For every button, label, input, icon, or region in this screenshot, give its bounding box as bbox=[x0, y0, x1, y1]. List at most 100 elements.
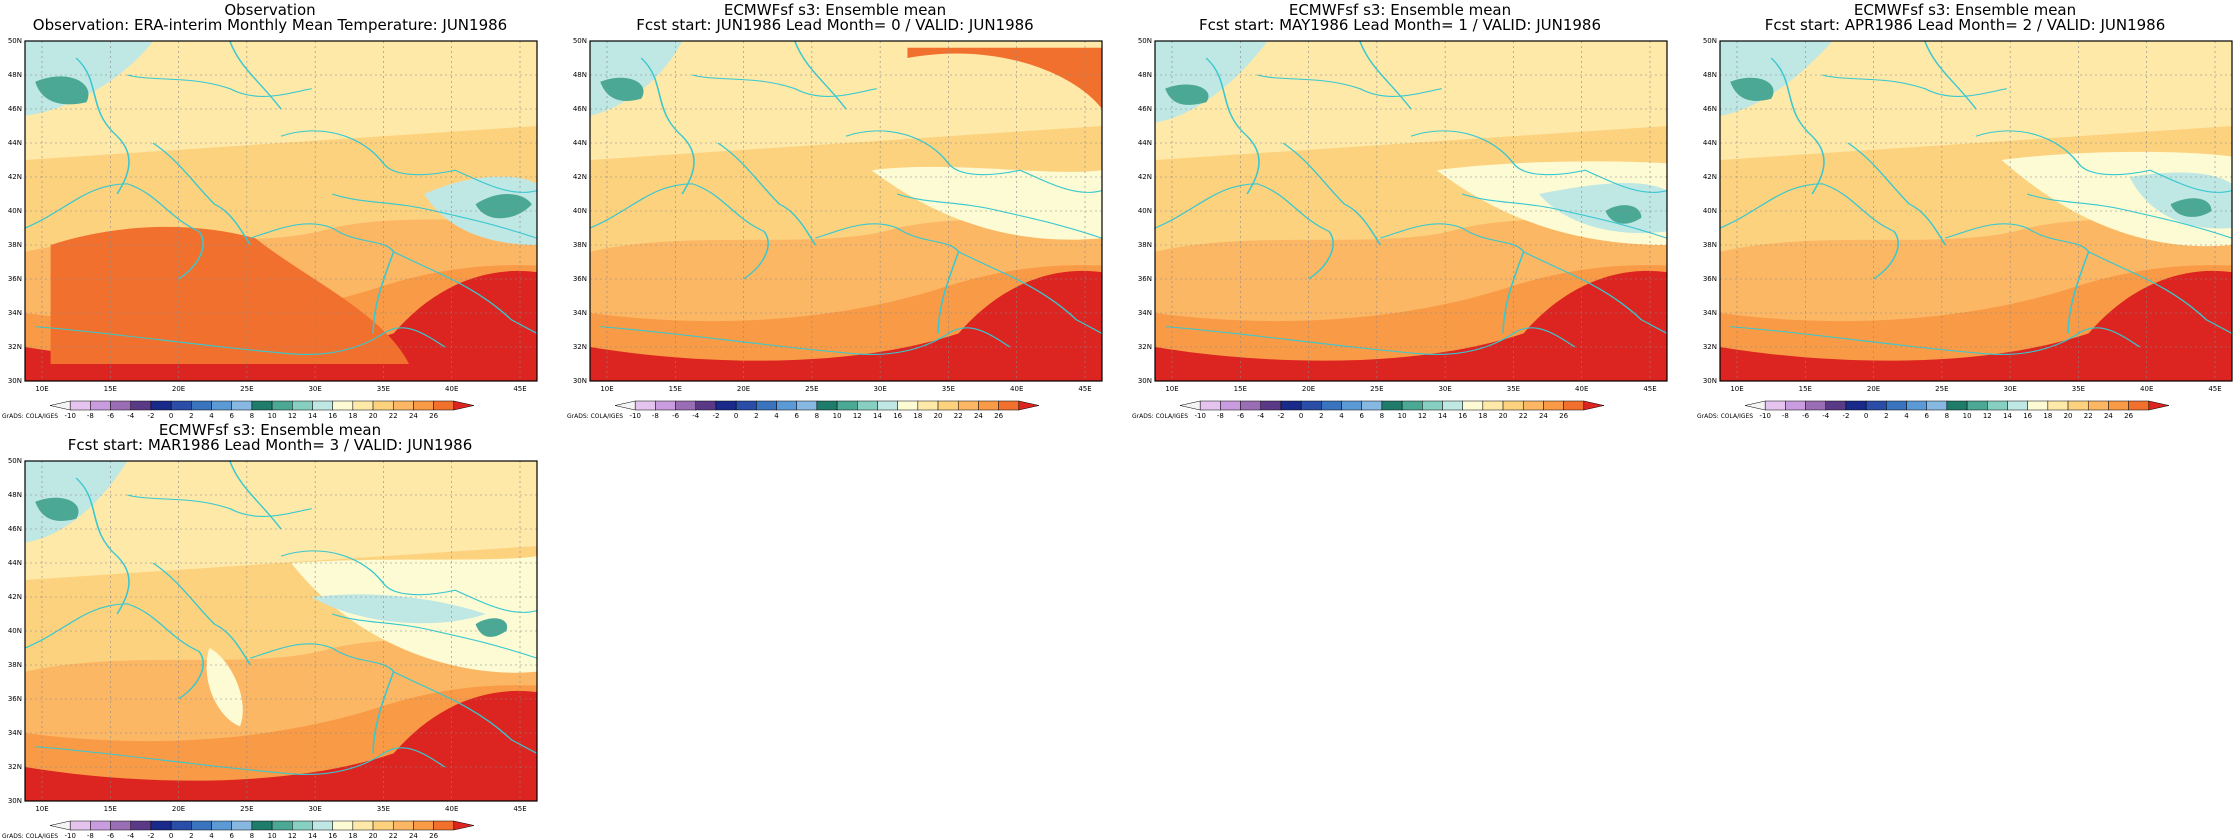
coastline bbox=[1165, 326, 1576, 355]
latitude-label: 30N bbox=[8, 797, 22, 805]
colorbar-segment bbox=[715, 400, 737, 411]
temperature-map: 50N 48N 46N 44N 42N 40N 38N 36N 34N 32N 30N 10E 15E 2… bbox=[8, 457, 538, 840]
longitude-label: 40E bbox=[1575, 385, 1588, 393]
colorbar-label: 18 bbox=[348, 412, 357, 420]
latitude-label: 44N bbox=[1138, 139, 1152, 147]
coastline bbox=[1822, 74, 2007, 97]
colorbar-segment bbox=[776, 400, 797, 411]
colorbar-segment bbox=[1744, 400, 1766, 411]
latitude-label: 46N bbox=[8, 105, 22, 113]
colorbar-label: -4 bbox=[127, 832, 135, 840]
latitude-label: 48N bbox=[8, 71, 22, 79]
colorbar-segment bbox=[2108, 400, 2129, 411]
colorbar-segment bbox=[1341, 400, 1362, 411]
colorbar-segment bbox=[877, 400, 898, 411]
colorbar-segment bbox=[90, 820, 111, 831]
longitude-label: 20E bbox=[172, 805, 185, 813]
latitude-label: 40N bbox=[1138, 207, 1152, 215]
latitude-label: 44N bbox=[8, 559, 22, 567]
colorbar-label: -2 bbox=[147, 412, 154, 420]
colorbar-segment bbox=[1422, 400, 1443, 411]
colorbar-segment bbox=[1442, 400, 1463, 411]
coastline bbox=[75, 477, 130, 615]
coastline bbox=[717, 142, 817, 246]
colorbar-label: 26 bbox=[429, 412, 438, 420]
temperature-region bbox=[50, 226, 409, 365]
colorbar-segment bbox=[1401, 400, 1423, 411]
temperature-region bbox=[25, 690, 537, 801]
colorbar: -10 -8 -6 -4 -2 0 2 4 6 8 10 12 14 16 18 20 22 24 26 bbox=[49, 820, 475, 840]
colorbar-label: 14 bbox=[308, 412, 317, 420]
coastline bbox=[249, 223, 395, 334]
latitude-label: 34N bbox=[1703, 309, 1717, 317]
longitude-label: 25E bbox=[240, 805, 253, 813]
colorbar-segment bbox=[150, 400, 172, 411]
latitude-label: 36N bbox=[8, 275, 22, 283]
colorbar-label: 6 bbox=[229, 832, 234, 840]
latitude-label: 38N bbox=[8, 241, 22, 249]
latitude-label: 32N bbox=[8, 763, 22, 771]
colorbar-segment bbox=[978, 400, 999, 411]
colorbar-label: 18 bbox=[1478, 412, 1487, 420]
colorbar-segment bbox=[453, 400, 475, 411]
colorbar-segment bbox=[1583, 400, 1605, 411]
colorbar-segment bbox=[251, 400, 273, 411]
temperature-region bbox=[475, 618, 508, 637]
colorbar-segment bbox=[251, 820, 273, 831]
colorbar-segment bbox=[1280, 400, 1302, 411]
colorbar-label: 2 bbox=[754, 412, 758, 420]
colorbar-label: 12 bbox=[1983, 412, 1992, 420]
colorbar-label: -8 bbox=[87, 412, 94, 420]
map-panel-lead-3: ECMWFsf s3: Ensemble mean Fcst start: MA… bbox=[0, 420, 540, 840]
longitude-label: 35E bbox=[942, 385, 955, 393]
coastline bbox=[331, 613, 538, 659]
colorbar-label: 0 bbox=[169, 412, 173, 420]
colorbar-label: 4 bbox=[774, 412, 779, 420]
latitude-label: 38N bbox=[573, 241, 587, 249]
colorbar-segment bbox=[413, 820, 434, 831]
colorbar-segment bbox=[1482, 400, 1504, 411]
colorbar-label: -6 bbox=[672, 412, 680, 420]
coastline bbox=[1282, 142, 1382, 246]
colorbar-segment bbox=[1361, 400, 1383, 411]
latitude-label: 50N bbox=[8, 37, 22, 45]
colorbar-label: 8 bbox=[1380, 412, 1384, 420]
longitude-label: 35E bbox=[377, 805, 390, 813]
map-area: 50N 48N 46N 44N 42N 40N 38N 36N 34N 32N 30N 10E 15E 2… bbox=[8, 457, 538, 813]
colorbar-segment bbox=[110, 400, 132, 411]
colorbar-label: 10 bbox=[1963, 412, 1972, 420]
latitude-label: 36N bbox=[573, 275, 587, 283]
colorbar-segment bbox=[836, 400, 858, 411]
map-frame bbox=[589, 40, 1103, 382]
colorbar-segment bbox=[2067, 400, 2089, 411]
latitude-label: 50N bbox=[1703, 37, 1717, 45]
temperature-map: 50N 48N 46N 44N 42N 40N 38N 36N 34N 32N 30N 10E 15E 2… bbox=[1138, 37, 1668, 420]
temperature-region bbox=[311, 594, 486, 624]
colorbar-label: 24 bbox=[2104, 412, 2113, 420]
map-panel-lead-2: ECMWFsf s3: Ensemble mean Fcst start: AP… bbox=[1695, 0, 2235, 420]
latitude-label: 42N bbox=[1138, 173, 1152, 181]
temperature-region bbox=[35, 76, 89, 105]
colorbar-segment bbox=[1987, 400, 2008, 411]
latitude-label: 48N bbox=[1703, 71, 1717, 79]
longitude-label: 15E bbox=[1234, 385, 1247, 393]
colorbar-label: -6 bbox=[1802, 412, 1810, 420]
latitude-label: 42N bbox=[1703, 173, 1717, 181]
colorbar-label: 8 bbox=[1945, 412, 1949, 420]
coastline bbox=[589, 183, 769, 280]
coastline bbox=[35, 746, 446, 775]
colorbar-label: 20 bbox=[1499, 412, 1508, 420]
colorbar-label: 2 bbox=[189, 412, 193, 420]
coastline bbox=[2026, 193, 2233, 239]
colorbar-segment bbox=[1199, 400, 1221, 411]
latitude-label: 42N bbox=[573, 173, 587, 181]
latitude-label: 30N bbox=[8, 377, 22, 385]
latitude-label: 44N bbox=[573, 139, 587, 147]
longitude-label: 45E bbox=[1078, 385, 1091, 393]
colorbar-label: 14 bbox=[1438, 412, 1447, 420]
longitude-label: 10E bbox=[35, 385, 48, 393]
colorbar-label: 16 bbox=[1458, 412, 1467, 420]
colorbar-segment bbox=[69, 400, 91, 411]
colorbar-label: -10 bbox=[1194, 412, 1205, 420]
colorbar-label: 22 bbox=[389, 832, 398, 840]
